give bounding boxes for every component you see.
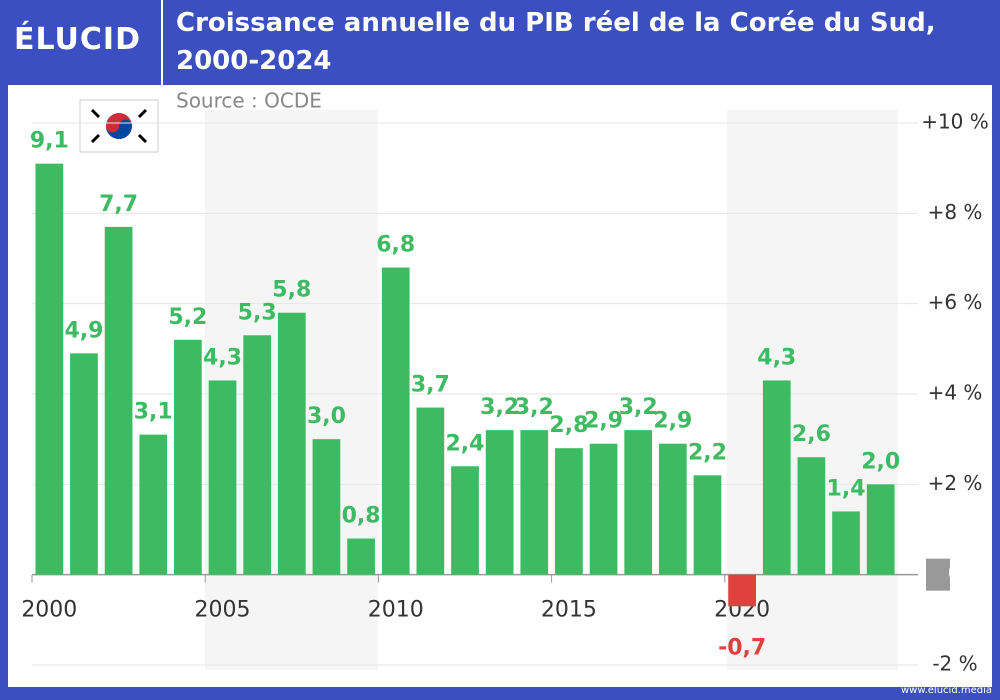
value-label: 9,1: [30, 129, 69, 154]
x-tick-label: 2015: [541, 598, 597, 623]
value-label: 4,3: [757, 345, 796, 370]
bar: [70, 353, 98, 575]
value-label: 2,9: [584, 409, 623, 434]
bar: [520, 430, 549, 575]
bar: [381, 267, 410, 575]
value-label: 2,8: [549, 413, 588, 438]
subtitle: Source : OCDE: [176, 89, 322, 113]
value-label: 2,6: [792, 422, 831, 447]
x-tick-label: 2010: [368, 598, 424, 623]
bar: [104, 226, 133, 575]
y-tick-label: +6 %: [928, 290, 983, 314]
bar: [693, 475, 722, 575]
value-label: 3,2: [515, 395, 554, 420]
bar: [139, 434, 168, 575]
bar: [416, 407, 445, 575]
value-label: 5,8: [272, 278, 311, 303]
value-label: 4,9: [64, 318, 103, 343]
logo: ÉLUCID: [14, 22, 141, 57]
bar: [277, 312, 306, 575]
bar: [208, 380, 237, 575]
bar: [797, 457, 826, 575]
value-label: 2,9: [653, 409, 692, 434]
y-tick-label: +4 %: [928, 381, 983, 405]
y-tick-label: -2 %: [932, 652, 977, 676]
chart-title: Croissance annuelle du PIB réel de la Co…: [176, 8, 936, 76]
value-label: 3,2: [480, 395, 519, 420]
zero-box: [926, 558, 950, 591]
y-tick-label: +10 %: [921, 110, 989, 134]
bar: [174, 339, 202, 575]
divider: [161, 0, 163, 85]
bar: [35, 163, 64, 575]
value-label: 2,4: [446, 431, 485, 456]
bar: [624, 430, 653, 575]
value-label: 3,2: [619, 395, 658, 420]
bar: [589, 443, 618, 575]
bar: [866, 484, 895, 575]
value-label: 0,8: [342, 504, 381, 529]
y-tick-label: 0: [948, 561, 962, 585]
x-tick-label: 2005: [195, 598, 251, 623]
footer: www.elucid.media: [901, 685, 992, 696]
bar: [243, 335, 272, 575]
bar: [728, 574, 756, 607]
bar: [832, 511, 860, 575]
y-tick-label: +2 %: [928, 471, 983, 495]
value-label: 5,2: [168, 305, 207, 330]
value-label: 2,2: [688, 440, 727, 465]
flag: [79, 99, 159, 153]
value-label: 3,1: [134, 400, 173, 425]
value-label: 4,3: [203, 345, 242, 370]
value-label: -0,7: [718, 635, 766, 660]
value-label: 6,8: [376, 233, 415, 258]
value-label: 2,0: [861, 449, 900, 474]
bar: [555, 448, 583, 575]
bar: [347, 538, 375, 575]
bar: [658, 443, 687, 575]
y-tick-label: +8 %: [928, 200, 983, 224]
bar: [762, 380, 791, 575]
bar: [312, 439, 341, 575]
value-label: 7,7: [99, 192, 138, 217]
value-label: 5,3: [238, 300, 277, 325]
bar: [485, 430, 514, 575]
value-label: 3,7: [411, 373, 450, 398]
value-label: 3,0: [307, 404, 346, 429]
x-tick-label: 2000: [21, 598, 77, 623]
value-label: 1,4: [827, 476, 866, 501]
bar: [451, 466, 479, 575]
